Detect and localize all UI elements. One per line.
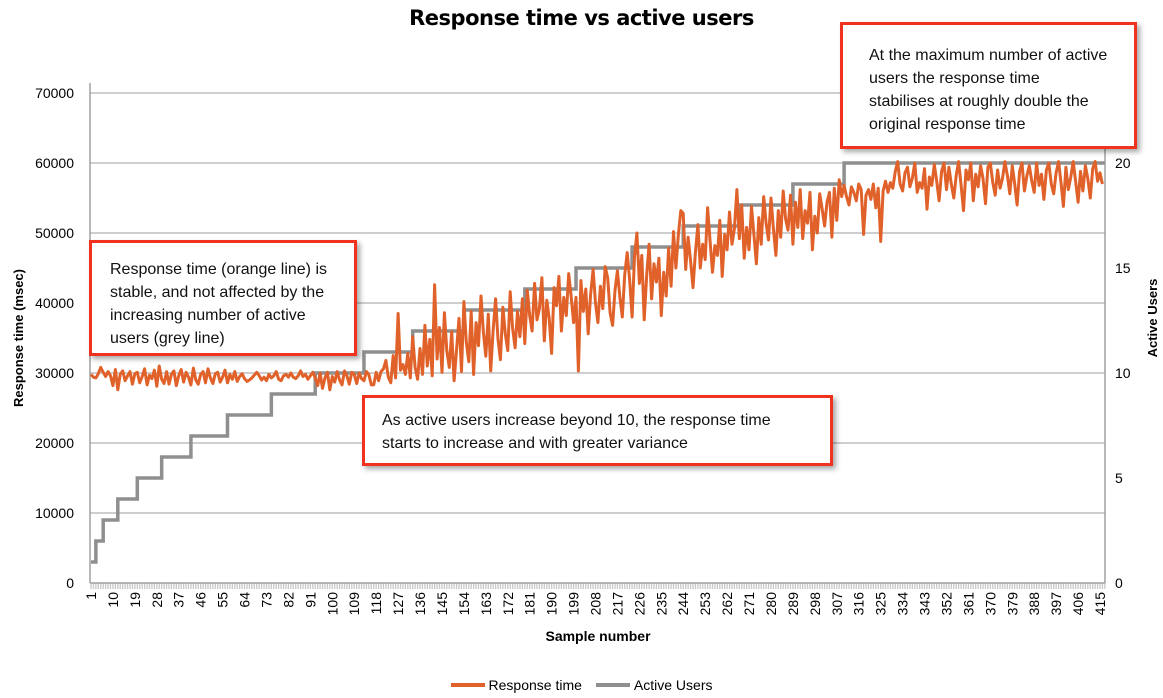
x-axis-title: Sample number (545, 628, 651, 644)
x-tick-label: 73 (258, 592, 274, 608)
x-tick-label: 334 (895, 592, 911, 616)
x-tick-label: 235 (653, 592, 669, 616)
x-tick-label: 136 (412, 592, 428, 616)
annotation-stabilise: At the maximum number of active users th… (840, 22, 1137, 149)
x-tick-label: 91 (302, 592, 318, 608)
x-tick-label: 100 (324, 592, 340, 616)
x-tick-label: 154 (456, 592, 472, 616)
legend-item-active-users: Active Users (595, 677, 713, 693)
y-tick-label: 70000 (35, 85, 74, 101)
active-users-line (91, 161, 1105, 564)
x-tick-label: 109 (346, 592, 362, 616)
x-tick-label: 271 (741, 592, 757, 616)
x-tick-label: 262 (719, 592, 735, 616)
x-tick-label: 280 (763, 592, 779, 616)
response-time-line (89, 160, 1104, 392)
x-tick-label: 361 (960, 592, 976, 616)
x-tick-label: 343 (917, 592, 933, 616)
x-tick-label: 226 (631, 592, 647, 616)
y-tick-label: 10000 (35, 505, 74, 521)
x-tick-label: 28 (149, 592, 165, 608)
annotation-stable: Response time (orange line) is stable, a… (89, 240, 357, 356)
y2-axis-title: Active Users (1145, 279, 1160, 358)
y2-tick-label: 20 (1115, 155, 1131, 171)
x-tick-label: 397 (1048, 592, 1064, 616)
legend-item-response-time: Response time (450, 677, 582, 693)
y-tick-label: 20000 (35, 435, 74, 451)
x-tick-label: 181 (522, 592, 538, 616)
x-tick-label: 325 (873, 592, 889, 616)
x-tick-label: 370 (982, 592, 998, 616)
x-tick-label: 253 (697, 592, 713, 616)
y-tick-label: 40000 (35, 295, 74, 311)
x-tick-label: 307 (829, 592, 845, 616)
legend-label: Active Users (633, 677, 713, 693)
x-tick-label: 406 (1070, 592, 1086, 616)
legend-swatch-orange (450, 683, 485, 687)
x-tick-label: 127 (390, 592, 406, 616)
x-tick-label: 289 (785, 592, 801, 616)
x-tick-label: 46 (193, 592, 209, 608)
chart-title: Response time vs active users (409, 6, 754, 30)
y-tick-label: 60000 (35, 155, 74, 171)
x-tick-label: 37 (171, 592, 187, 608)
x-tick-label: 82 (280, 592, 296, 608)
x-tick-label: 55 (215, 592, 231, 608)
x-tick-label: 190 (544, 592, 560, 616)
legend-swatch-grey (595, 683, 630, 687)
y2-tick-label: 10 (1115, 365, 1131, 381)
x-tick-label: 244 (675, 592, 691, 616)
legend-label: Response time (488, 677, 582, 693)
y2-tick-label: 15 (1115, 260, 1131, 276)
x-tick-label: 163 (478, 592, 494, 616)
x-tick-label: 388 (1026, 592, 1042, 616)
x-tick-label: 145 (434, 592, 450, 616)
x-tick-label: 10 (105, 592, 121, 608)
x-tick-label: 415 (1092, 592, 1108, 616)
x-tick-label: 172 (500, 592, 516, 616)
x-tick-label: 298 (807, 592, 823, 616)
y-tick-label: 50000 (35, 225, 74, 241)
annotation-increase: As active users increase beyond 10, the … (362, 395, 833, 466)
x-tick-label: 316 (851, 592, 867, 616)
x-tick-label: 1 (83, 592, 99, 600)
y2-tick-label: 5 (1115, 470, 1123, 486)
y-tick-label: 0 (66, 575, 74, 591)
y-tick-label: 30000 (35, 365, 74, 381)
x-tick-label: 64 (237, 592, 253, 608)
y-axis-title: Response time (msec) (11, 269, 26, 407)
y2-tick-label: 0 (1115, 575, 1123, 591)
x-tick-label: 199 (566, 592, 582, 616)
x-tick-label: 118 (368, 592, 384, 615)
x-tick-label: 208 (588, 592, 604, 616)
x-tick-label: 379 (1004, 592, 1020, 616)
legend: Response time Active Users (0, 677, 1163, 693)
x-tick-label: 352 (938, 592, 954, 616)
x-tick-label: 217 (609, 592, 625, 616)
x-tick-label: 19 (127, 592, 143, 608)
